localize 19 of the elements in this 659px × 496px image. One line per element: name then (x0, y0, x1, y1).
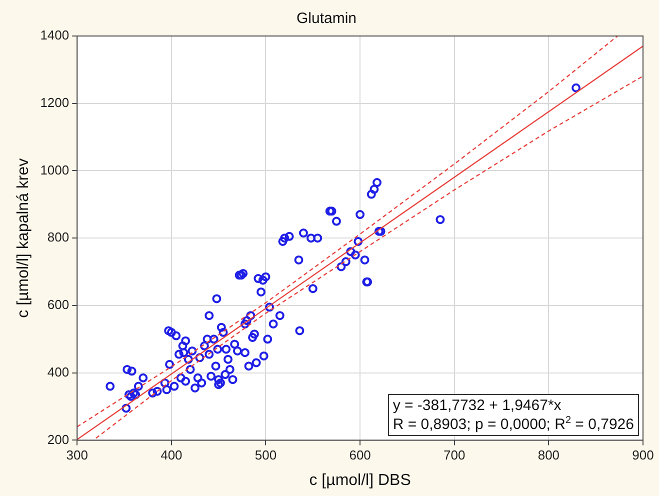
x-tick-label: 400 (160, 448, 182, 463)
y-tick-label: 400 (47, 364, 70, 380)
x-tick-label: 900 (632, 448, 654, 463)
annotation: y = -381,7732 + 1,9467*x (392, 397, 562, 414)
x-tick-label: 800 (538, 448, 560, 463)
x-axis-title: c [µmol/l] DBS (309, 472, 411, 489)
x-tick-label: 700 (444, 448, 466, 463)
y-tick-label: 1000 (40, 162, 70, 178)
y-axis-title: c [µmol/l] kapalná krev (15, 158, 32, 318)
y-tick-label: 200 (47, 432, 70, 447)
y-tick-label: 600 (47, 297, 70, 312)
y-tick-label: 800 (47, 230, 70, 245)
y-tick-label: 1200 (40, 94, 70, 110)
x-tick-label: 300 (66, 448, 88, 463)
x-tick-label: 600 (349, 448, 371, 463)
y-tick-label: 1400 (40, 28, 70, 43)
x-tick-label: 500 (254, 448, 277, 463)
annotation: R = 0,8903; p = 0,0000; R$^{2}$ = 0,7926 (392, 415, 634, 434)
chart-title: Glutamin (296, 10, 357, 28)
